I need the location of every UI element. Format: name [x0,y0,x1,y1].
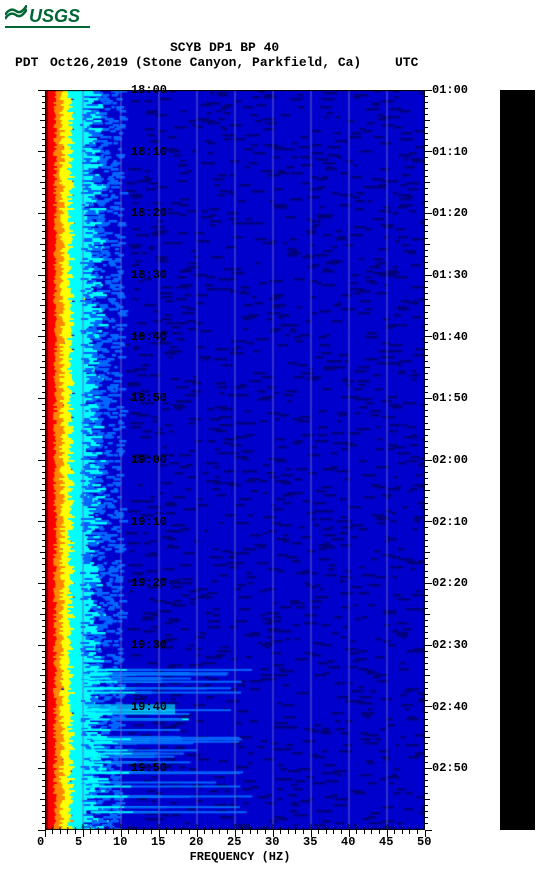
waveform-strip [500,90,535,830]
y-left-tick: 18:40 [107,330,167,344]
chart-title: SCYB DP1 BP 40 [170,40,279,55]
y-left-tick: 18:30 [107,268,167,282]
y-left-tick: 18:50 [107,391,167,405]
y-right-tick: 02:10 [432,515,468,529]
y-right-tick: 01:50 [432,391,468,405]
y-right-tick: 02:20 [432,576,468,590]
y-left-tick: 19:30 [107,638,167,652]
x-tick: 20 [189,835,203,849]
y-left-tick: 18:00 [107,83,167,97]
y-left-tick: 19:10 [107,515,167,529]
y-right-tick: 02:00 [432,453,468,467]
y-right-tick: 01:40 [432,330,468,344]
x-tick: 10 [113,835,127,849]
y-right-tick: 01:00 [432,83,468,97]
y-right-tick: 01:30 [432,268,468,282]
y-right-tick: 01:10 [432,145,468,159]
y-right-tick: 01:20 [432,206,468,220]
y-left-tick: 19:00 [107,453,167,467]
y-left-tick: 19:50 [107,761,167,775]
logo-underline [5,26,90,28]
y-right-tick: 02:50 [432,761,468,775]
x-tick: 25 [227,835,241,849]
spectrogram-canvas [45,90,425,830]
y-right-tick: 02:40 [432,700,468,714]
x-tick: 50 [417,835,431,849]
x-tick: 5 [75,835,82,849]
x-tick: 45 [379,835,393,849]
x-tick: 40 [341,835,355,849]
y-right-tick: 02:30 [432,638,468,652]
spectrogram-chart [45,90,425,830]
y-left-tick: 18:20 [107,206,167,220]
location-label: (Stone Canyon, Parkfield, Ca) [135,55,361,70]
wave-icon [5,5,27,28]
x-tick: 0 [37,835,44,849]
y-left-tick: 19:20 [107,576,167,590]
y-left-tick: 19:40 [107,700,167,714]
y-left-tick: 18:10 [107,145,167,159]
logo-text: USGS [29,6,80,27]
usgs-logo: USGS [5,5,80,28]
tz-right-label: UTC [395,55,418,70]
x-tick: 15 [151,835,165,849]
date-label: Oct26,2019 [50,55,128,70]
x-tick: 35 [303,835,317,849]
x-axis-label: FREQUENCY (HZ) [130,850,350,864]
waveform-canvas [500,90,535,830]
tz-left-label: PDT [15,55,38,70]
x-tick: 30 [265,835,279,849]
